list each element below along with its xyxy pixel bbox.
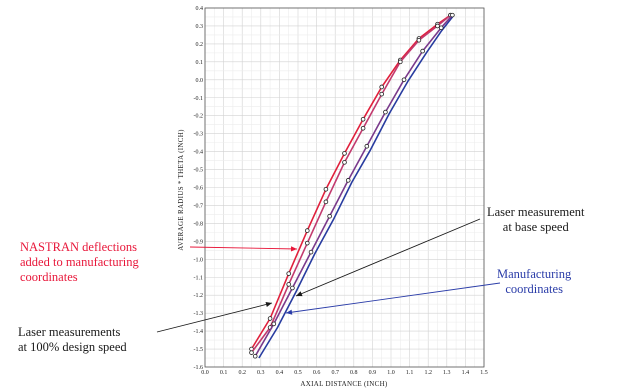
y-tick-label: -1.6 [194,365,204,371]
data-point [420,48,425,54]
data-point [267,316,273,321]
data-point [290,285,295,291]
x-tick-label: 0.4 [276,370,284,376]
y-tick-label: -0.5 [194,168,204,174]
y-tick-label: -0.7 [194,203,204,209]
y-tick-label: -0.6 [194,186,204,192]
y-tick-label: -1.3 [194,311,204,317]
series-line-2 [250,14,452,354]
data-point [360,116,366,122]
manufacturing-leader-head [286,309,293,315]
x-tick-label: 1.2 [424,370,432,376]
x-tick-label: 0.2 [238,370,246,376]
series-line-1 [250,14,451,350]
laser-100-leader [156,302,273,333]
data-point [304,240,310,246]
y-tick-label: 0.4 [196,6,204,12]
y-tick-label: -0.3 [194,132,204,138]
x-axis-label: AXIAL DISTANCE (INCH) [300,380,388,388]
series [249,12,455,359]
data-point [364,143,370,149]
y-tick-label: 0.0 [196,78,204,84]
nastran-annotation: NASTRAN deflections added to manufacturi… [20,240,139,284]
laser-100-leader-head [265,301,272,307]
x-tick-label: 1.1 [406,370,414,376]
manufacturing-annotation: Manufacturing coordinates [497,267,572,296]
data-point [345,178,351,183]
laser-100-annotation: Laser measurements at 100% design speed [18,325,127,354]
data-point [379,91,385,97]
y-tick-label: -0.4 [194,150,204,156]
data-point [308,249,314,255]
x-tick-label: 0.1 [220,370,228,376]
data-point [286,271,292,276]
data-point [401,77,407,83]
y-tick-label: -1.4 [194,329,204,335]
x-tick-label: 0.8 [350,370,358,376]
series-line-4 [254,14,453,357]
y-tick-label: -0.2 [194,114,204,120]
annotation-leaders [156,218,501,333]
y-tick-label: -1.5 [194,347,204,353]
laser-base-annotation: Laser measurement at base speed [487,205,585,234]
y-tick-label: 0.2 [196,42,204,48]
x-tick-label: 0.0 [201,370,209,376]
axes: 0.0 0.1 0.2 0.3 0.4 0.5 0.6 0.7 0.8 0.9 1.0 1.1 1.2 1… [194,6,488,376]
manufacturing-leader [285,282,501,314]
y-tick-label: -0.8 [194,221,204,227]
data-point [342,160,347,165]
x-tick-label: 0.9 [369,370,377,376]
data-point [249,350,254,355]
y-tick-label: -1.1 [194,275,204,281]
laser-base-leader-head [296,291,303,297]
data-point [416,38,422,43]
data-point [271,321,277,327]
x-tick-label: 0.7 [331,370,339,376]
data-point [304,228,310,233]
data-point [252,353,258,359]
nastran-leader-head [290,246,297,252]
y-tick-label: 0.1 [196,60,204,66]
x-tick-label: 0.5 [294,370,302,376]
data-point [435,23,440,29]
y-tick-label: 0.3 [196,24,204,30]
data-point [327,213,332,219]
data-point [342,151,347,156]
y-tick-label: -1.2 [194,293,204,299]
data-point [286,282,292,287]
nastran-leader [189,246,298,250]
series-line-3 [258,16,454,359]
data-point [383,109,388,115]
x-tick-label: 1.5 [480,370,488,376]
data-point [360,125,366,131]
data-point [379,84,385,90]
data-point [323,186,329,192]
x-tick-label: 1.0 [387,370,395,376]
laser-base-leader [295,218,481,297]
x-tick-label: 0.6 [313,370,321,376]
data-point [323,199,329,205]
data-point [450,12,455,18]
x-tick-label: 1.3 [443,370,451,376]
y-axis-label: AVERAGE RADIUS * THETA (INCH) [177,129,185,251]
data-point [438,25,444,31]
plot-frame [204,7,485,368]
y-tick-label: -0.1 [194,96,204,102]
x-tick-label: 1.4 [462,370,470,376]
y-tick-label: -0.9 [194,239,204,245]
data-point [397,59,403,65]
y-tick-label: -1.0 [194,257,204,263]
x-tick-label: 0.3 [257,370,265,376]
